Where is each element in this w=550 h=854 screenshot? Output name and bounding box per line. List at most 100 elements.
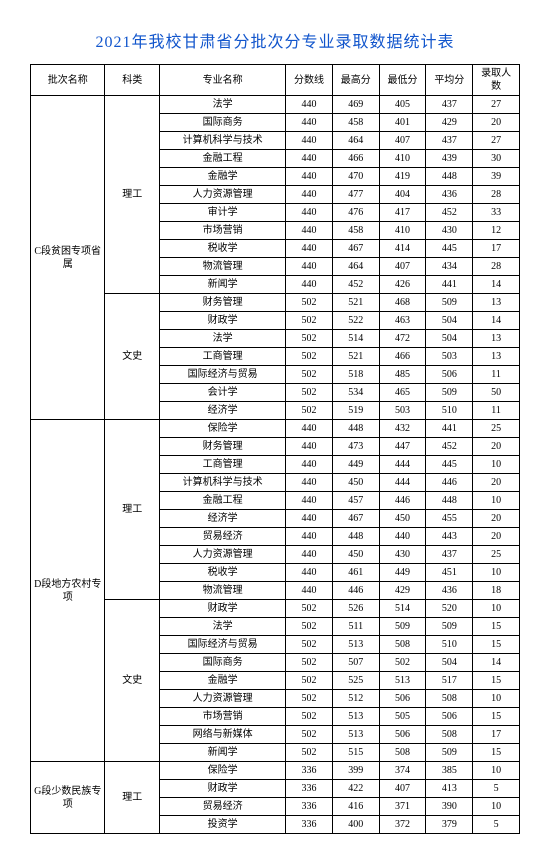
- value-cell: 336: [286, 816, 333, 834]
- major-cell: 财政学: [160, 600, 286, 618]
- major-cell: 金融学: [160, 168, 286, 186]
- batch-cell: G段少数民族专项: [31, 762, 105, 834]
- value-cell: 336: [286, 762, 333, 780]
- value-cell: 407: [379, 780, 426, 798]
- major-cell: 人力资源管理: [160, 690, 286, 708]
- value-cell: 503: [379, 402, 426, 420]
- value-cell: 374: [379, 762, 426, 780]
- value-cell: 449: [332, 456, 379, 474]
- value-cell: 450: [332, 546, 379, 564]
- major-cell: 市场营销: [160, 222, 286, 240]
- value-cell: 511: [332, 618, 379, 636]
- value-cell: 441: [426, 420, 473, 438]
- major-cell: 法学: [160, 330, 286, 348]
- major-cell: 税收学: [160, 564, 286, 582]
- value-cell: 502: [286, 294, 333, 312]
- value-cell: 390: [426, 798, 473, 816]
- value-cell: 522: [332, 312, 379, 330]
- value-cell: 410: [379, 222, 426, 240]
- column-header: 专业名称: [160, 65, 286, 96]
- table-body: C段贫困专项省属理工法学44046940543727国际商务4404584014…: [31, 96, 520, 834]
- value-cell: 447: [379, 438, 426, 456]
- value-cell: 430: [379, 546, 426, 564]
- value-cell: 33: [473, 204, 520, 222]
- value-cell: 13: [473, 294, 520, 312]
- major-cell: 法学: [160, 96, 286, 114]
- value-cell: 440: [286, 96, 333, 114]
- value-cell: 509: [426, 294, 473, 312]
- value-cell: 514: [379, 600, 426, 618]
- value-cell: 14: [473, 654, 520, 672]
- value-cell: 464: [332, 258, 379, 276]
- major-cell: 金融工程: [160, 150, 286, 168]
- major-cell: 国际经济与贸易: [160, 636, 286, 654]
- table-row: D段地方农村专项理工保险学44044843244125: [31, 420, 520, 438]
- value-cell: 440: [379, 528, 426, 546]
- value-cell: 521: [332, 348, 379, 366]
- value-cell: 440: [286, 222, 333, 240]
- value-cell: 466: [379, 348, 426, 366]
- value-cell: 473: [332, 438, 379, 456]
- major-cell: 经济学: [160, 510, 286, 528]
- value-cell: 372: [379, 816, 426, 834]
- value-cell: 437: [426, 546, 473, 564]
- table-header-row: 批次名称科类专业名称分数线最高分最低分平均分录取人数: [31, 65, 520, 96]
- value-cell: 508: [426, 690, 473, 708]
- table-row: G段少数民族专项理工保险学33639937438510: [31, 762, 520, 780]
- value-cell: 10: [473, 690, 520, 708]
- value-cell: 521: [332, 294, 379, 312]
- major-cell: 计算机科学与技术: [160, 132, 286, 150]
- value-cell: 452: [332, 276, 379, 294]
- value-cell: 525: [332, 672, 379, 690]
- value-cell: 502: [286, 402, 333, 420]
- value-cell: 502: [286, 672, 333, 690]
- value-cell: 27: [473, 132, 520, 150]
- major-cell: 财政学: [160, 780, 286, 798]
- major-cell: 网络与新媒体: [160, 726, 286, 744]
- value-cell: 336: [286, 780, 333, 798]
- value-cell: 429: [426, 114, 473, 132]
- value-cell: 410: [379, 150, 426, 168]
- major-cell: 法学: [160, 618, 286, 636]
- value-cell: 436: [426, 582, 473, 600]
- value-cell: 520: [426, 600, 473, 618]
- value-cell: 440: [286, 582, 333, 600]
- value-cell: 502: [286, 690, 333, 708]
- value-cell: 379: [426, 816, 473, 834]
- major-cell: 保险学: [160, 762, 286, 780]
- value-cell: 506: [379, 726, 426, 744]
- major-cell: 人力资源管理: [160, 546, 286, 564]
- major-cell: 会计学: [160, 384, 286, 402]
- value-cell: 25: [473, 546, 520, 564]
- value-cell: 515: [332, 744, 379, 762]
- value-cell: 450: [379, 510, 426, 528]
- value-cell: 509: [379, 618, 426, 636]
- value-cell: 336: [286, 798, 333, 816]
- value-cell: 401: [379, 114, 426, 132]
- value-cell: 429: [379, 582, 426, 600]
- major-cell: 金融工程: [160, 492, 286, 510]
- value-cell: 440: [286, 258, 333, 276]
- value-cell: 440: [286, 456, 333, 474]
- value-cell: 514: [332, 330, 379, 348]
- value-cell: 461: [332, 564, 379, 582]
- category-cell: 理工: [105, 762, 160, 834]
- value-cell: 399: [332, 762, 379, 780]
- value-cell: 10: [473, 600, 520, 618]
- value-cell: 502: [286, 708, 333, 726]
- value-cell: 504: [426, 312, 473, 330]
- value-cell: 17: [473, 726, 520, 744]
- value-cell: 509: [426, 744, 473, 762]
- value-cell: 468: [379, 294, 426, 312]
- value-cell: 469: [332, 96, 379, 114]
- value-cell: 371: [379, 798, 426, 816]
- value-cell: 502: [286, 744, 333, 762]
- value-cell: 440: [286, 132, 333, 150]
- value-cell: 506: [426, 366, 473, 384]
- value-cell: 13: [473, 330, 520, 348]
- value-cell: 27: [473, 96, 520, 114]
- value-cell: 15: [473, 672, 520, 690]
- major-cell: 财务管理: [160, 294, 286, 312]
- column-header: 批次名称: [31, 65, 105, 96]
- value-cell: 502: [286, 312, 333, 330]
